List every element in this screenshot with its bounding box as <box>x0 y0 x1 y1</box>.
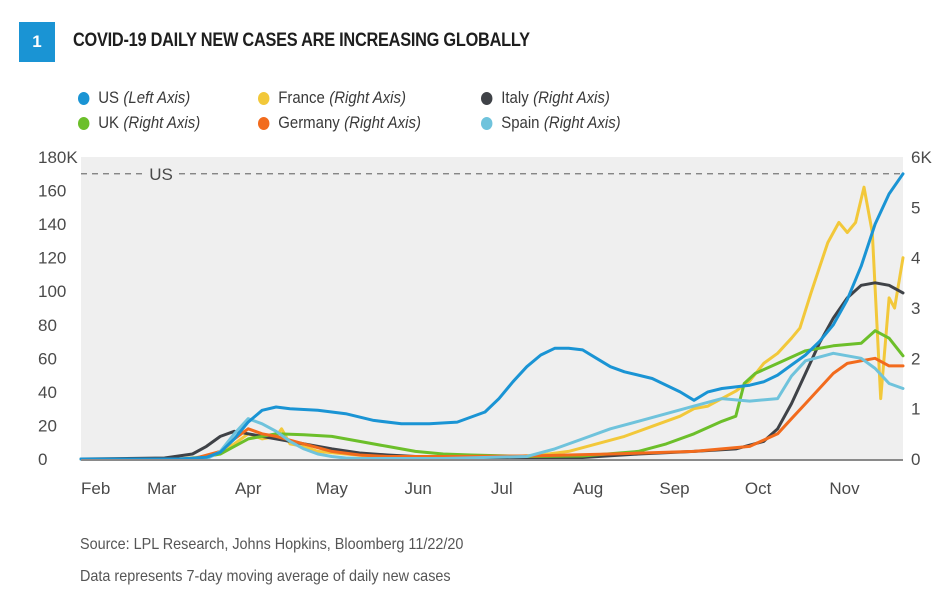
legend-item-france: France (Right Axis) <box>258 88 406 108</box>
x-axis-tick-label: Oct <box>745 479 772 498</box>
legend-item-spain: Spain (Right Axis) <box>481 113 621 133</box>
right-axis-tick-label: 2 <box>911 349 920 368</box>
right-axis-tick-label: 1 <box>911 400 920 419</box>
right-axis-tick-label: 4 <box>911 249 920 268</box>
right-axis-tick-label: 0 <box>911 450 920 469</box>
legend-axis-note: (Right Axis) <box>543 113 621 132</box>
series-line-germany <box>79 356 905 461</box>
chart-title: COVID-19 DAILY NEW CASES ARE INCREASING … <box>73 30 530 51</box>
legend-item-us: US (Left Axis) <box>78 88 190 108</box>
legend-label: Germany <box>278 113 340 132</box>
series-line-spain <box>79 351 905 461</box>
x-axis-tick-label: Jun <box>404 479 431 498</box>
x-axis: Feb Mar Apr May Jun Jul Aug Sep Oct Nov <box>81 479 860 498</box>
right-axis: 0 1 2 3 4 5 6K <box>911 148 932 469</box>
left-axis-tick-label: 80 <box>38 316 57 335</box>
legend-label: Spain <box>501 113 540 132</box>
legend-dot-icon <box>78 116 90 130</box>
legend-dot-icon <box>78 91 90 105</box>
x-axis-tick-label: Jul <box>491 479 513 498</box>
reference-line-layer: US <box>81 165 903 184</box>
legend-axis-note: (Right Axis) <box>123 113 201 132</box>
left-axis-tick-label: 140 <box>38 215 66 234</box>
left-axis-tick-label: 160 <box>38 182 66 201</box>
legend-item-italy: Italy (Right Axis) <box>481 88 610 108</box>
left-axis: 0 20 40 60 80 100 120 140 160 180K <box>38 148 78 469</box>
left-axis-tick-label: 120 <box>38 249 66 268</box>
x-axis-tick-label: Mar <box>147 479 177 498</box>
series-line-us <box>79 172 905 461</box>
left-axis-tick-label: 100 <box>38 282 66 301</box>
x-axis-tick-label: Apr <box>235 479 262 498</box>
left-axis-tick-label: 20 <box>38 416 57 435</box>
reference-line-label: US <box>149 165 173 184</box>
legend-label: US <box>98 88 120 107</box>
legend-item-germany: Germany (Right Axis) <box>258 113 421 133</box>
right-axis-tick-label: 6K <box>911 148 932 167</box>
legend: US (Left Axis) France (Right Axis) Italy… <box>78 88 778 138</box>
data-note: Data represents 7-day moving average of … <box>80 568 451 585</box>
x-axis-tick-label: Sep <box>659 479 689 498</box>
legend-axis-note: (Left Axis) <box>123 88 191 107</box>
legend-dot-icon <box>481 91 493 105</box>
right-axis-tick-label: 3 <box>911 299 920 318</box>
x-axis-tick-label: Nov <box>829 479 860 498</box>
legend-label: UK <box>98 113 120 132</box>
legend-axis-note: (Right Axis) <box>533 88 610 107</box>
x-axis-tick-label: Feb <box>81 479 110 498</box>
legend-dot-icon <box>258 116 270 130</box>
chart-number-badge: 1 <box>19 22 55 62</box>
legend-item-uk: UK (Right Axis) <box>78 113 200 133</box>
right-axis-tick-label: 5 <box>911 198 920 217</box>
source-note: Source: LPL Research, Johns Hopkins, Blo… <box>80 536 464 553</box>
x-axis-tick-label: Aug <box>573 479 603 498</box>
legend-axis-note: (Right Axis) <box>344 113 421 132</box>
legend-label: Italy <box>501 88 529 107</box>
plot-area <box>81 157 903 459</box>
x-axis-tick-label: May <box>316 479 349 498</box>
line-chart: US 0 20 40 60 80 100 120 140 160 180K 0 1 2 3 4 5 6K Fe… <box>38 148 932 498</box>
left-axis-tick-label: 60 <box>38 349 57 368</box>
left-axis-tick-label: 0 <box>38 450 47 469</box>
legend-dot-icon <box>258 91 270 105</box>
left-axis-tick-label: 40 <box>38 383 57 402</box>
left-axis-tick-label: 180K <box>38 148 78 167</box>
legend-axis-note: (Right Axis) <box>329 88 406 107</box>
legend-dot-icon <box>481 116 493 130</box>
legend-label: France <box>278 88 325 107</box>
series-layer <box>79 172 905 461</box>
